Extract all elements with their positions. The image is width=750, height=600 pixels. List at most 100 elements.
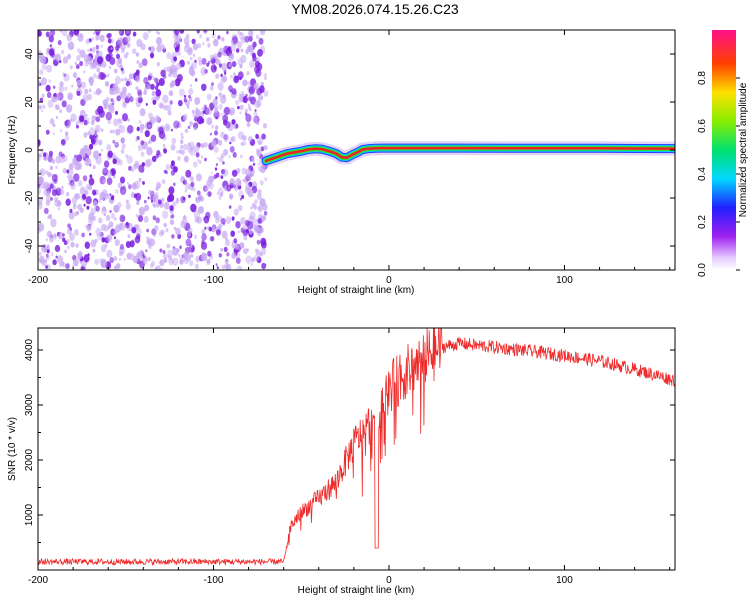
noise-speckle bbox=[215, 125, 219, 130]
noise-speckle bbox=[240, 217, 246, 225]
noise-speckle bbox=[147, 141, 150, 145]
noise-speckle bbox=[174, 67, 178, 73]
noise-speckle bbox=[244, 35, 250, 43]
noise-speckle bbox=[69, 118, 73, 122]
noise-speckle bbox=[92, 200, 98, 207]
noise-speckle bbox=[142, 255, 145, 259]
noise-speckle bbox=[100, 259, 107, 269]
noise-speckle bbox=[223, 45, 229, 54]
noise-speckle bbox=[79, 32, 84, 39]
noise-speckle bbox=[94, 130, 97, 134]
noise-speckle bbox=[250, 206, 253, 210]
noise-speckle bbox=[74, 61, 77, 65]
noise-speckle bbox=[114, 207, 118, 212]
noise-speckle bbox=[91, 36, 95, 41]
noise-speckle bbox=[135, 52, 140, 57]
noise-speckle bbox=[231, 36, 239, 45]
noise-speckle bbox=[228, 62, 232, 68]
noise-speckle bbox=[216, 192, 220, 196]
noise-speckle bbox=[101, 148, 104, 152]
noise-speckle bbox=[58, 231, 64, 240]
noise-speckle bbox=[190, 70, 196, 77]
noise-speckle bbox=[214, 130, 218, 136]
noise-speckle bbox=[254, 109, 257, 112]
noise-speckle bbox=[85, 113, 88, 118]
noise-speckle bbox=[49, 165, 54, 171]
noise-speckle bbox=[257, 189, 262, 195]
noise-speckle bbox=[40, 148, 44, 154]
noise-speckle bbox=[187, 47, 193, 56]
noise-speckle bbox=[253, 204, 258, 210]
noise-speckle bbox=[242, 135, 247, 141]
noise-speckle bbox=[84, 157, 91, 166]
noise-speckle bbox=[162, 94, 169, 104]
noise-speckle bbox=[194, 78, 198, 82]
noise-speckle bbox=[191, 64, 194, 68]
noise-speckle bbox=[235, 99, 240, 106]
noise-speckle bbox=[220, 75, 226, 84]
noise-speckle bbox=[62, 155, 68, 162]
noise-speckle bbox=[81, 232, 85, 238]
noise-speckle bbox=[181, 217, 188, 226]
noise-speckle bbox=[38, 104, 42, 110]
noise-speckle bbox=[106, 96, 110, 102]
noise-speckle bbox=[117, 57, 123, 64]
noise-speckle bbox=[166, 243, 171, 249]
noise-speckle bbox=[75, 64, 80, 70]
noise-speckle bbox=[127, 184, 132, 190]
noise-speckle bbox=[224, 258, 229, 264]
noise-speckle bbox=[220, 192, 224, 197]
noise-speckle bbox=[94, 30, 101, 36]
noise-speckle bbox=[133, 193, 138, 199]
noise-speckle bbox=[55, 187, 62, 196]
noise-speckle bbox=[67, 182, 70, 186]
noise-speckle bbox=[88, 143, 94, 150]
noise-speckle bbox=[149, 45, 155, 53]
noise-speckle bbox=[203, 30, 207, 33]
noise-speckle bbox=[76, 90, 81, 96]
noise-speckle bbox=[209, 85, 214, 91]
noise-speckle bbox=[176, 248, 180, 253]
noise-speckle bbox=[146, 228, 150, 233]
noise-speckle bbox=[231, 252, 237, 259]
snr-x-ticks: -200 -100 0 100 bbox=[28, 328, 671, 586]
noise-speckle bbox=[79, 60, 83, 67]
noise-speckle bbox=[251, 257, 255, 263]
noise-speckle bbox=[70, 182, 76, 190]
noise-speckle bbox=[256, 149, 262, 157]
noise-speckle bbox=[147, 30, 152, 34]
noise-speckle bbox=[142, 256, 149, 265]
noise-speckle bbox=[188, 88, 194, 95]
noise-speckle bbox=[126, 181, 129, 185]
noise-speckle bbox=[193, 234, 198, 240]
noise-speckle bbox=[108, 65, 112, 70]
noise-speckle bbox=[125, 35, 131, 43]
noise-speckle bbox=[118, 257, 122, 261]
noise-speckle bbox=[254, 199, 258, 205]
noise-speckle bbox=[259, 198, 266, 207]
noise-speckle bbox=[150, 83, 155, 90]
noise-speckle bbox=[57, 187, 60, 191]
noise-speckle bbox=[256, 88, 262, 96]
noise-speckle bbox=[120, 149, 125, 154]
noise-speckle bbox=[256, 100, 262, 108]
noise-speckle bbox=[83, 132, 88, 138]
noise-speckle bbox=[99, 90, 102, 93]
noise-speckle bbox=[256, 256, 262, 264]
noise-speckle bbox=[55, 53, 61, 62]
snr-y-ticks: 1000 2000 3000 4000 bbox=[24, 338, 675, 543]
noise-speckle bbox=[189, 176, 194, 182]
noise-speckle bbox=[121, 143, 126, 150]
noise-speckle bbox=[65, 263, 70, 270]
noise-speckle bbox=[261, 133, 266, 140]
noise-speckle bbox=[53, 233, 57, 238]
noise-speckle bbox=[38, 227, 42, 234]
noise-speckle bbox=[218, 92, 222, 97]
noise-speckle bbox=[93, 132, 98, 140]
x-tick-label: -200 bbox=[28, 575, 48, 586]
noise-speckle bbox=[163, 222, 167, 228]
noise-speckle bbox=[261, 262, 266, 270]
x-tick-label: 0 bbox=[386, 575, 392, 586]
noise-speckle bbox=[230, 43, 237, 52]
noise-speckle bbox=[110, 98, 114, 103]
